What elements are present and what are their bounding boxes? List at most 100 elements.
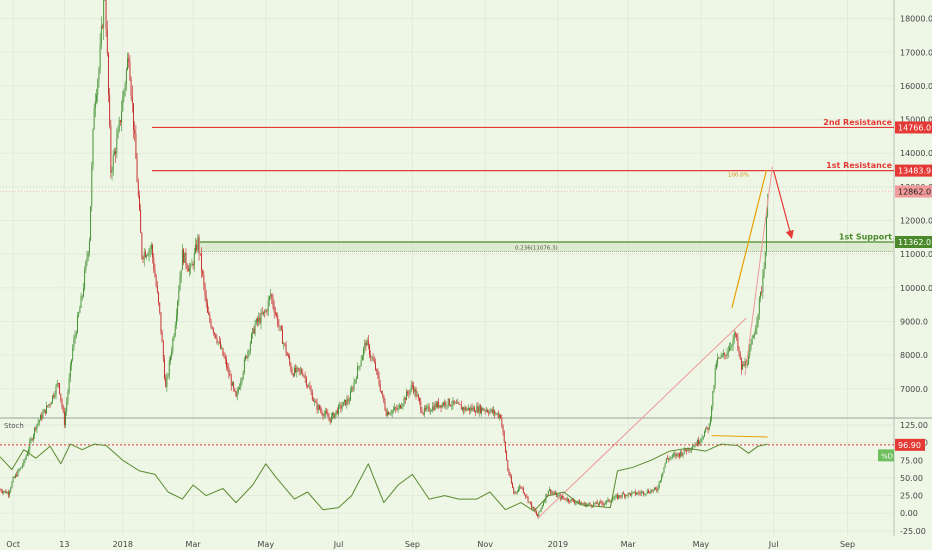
stoch-tick-label: 50.00 xyxy=(900,474,923,483)
candle-body xyxy=(667,458,668,460)
candle-body xyxy=(185,252,187,265)
candle-body xyxy=(345,399,347,406)
candle-body xyxy=(72,347,74,360)
candle-body xyxy=(704,431,705,437)
candle-body xyxy=(278,324,280,327)
stoch-indicator-label[interactable]: Stoch xyxy=(4,422,24,430)
candle-body xyxy=(743,364,745,366)
trend-up-arrow-short[interactable] xyxy=(744,166,773,376)
candle-body xyxy=(183,249,185,263)
candle-body xyxy=(597,504,599,505)
candle-body xyxy=(526,496,528,498)
candle-body xyxy=(423,408,425,415)
candle-body xyxy=(622,493,624,495)
candle-body xyxy=(476,406,478,413)
stoch-divergence-line[interactable] xyxy=(711,435,768,438)
candle-body xyxy=(702,436,704,439)
candle-body xyxy=(53,395,55,397)
candle-body xyxy=(560,495,562,499)
candle-body xyxy=(38,420,40,423)
candle-body xyxy=(252,328,254,334)
level-price-tag xyxy=(895,121,932,134)
stoch-tick-label: 75.00 xyxy=(900,456,923,465)
fib-trend-line[interactable] xyxy=(731,169,768,309)
candle-body xyxy=(340,404,342,409)
candle-body xyxy=(80,296,82,308)
candle-body xyxy=(317,405,319,410)
candle-body xyxy=(363,348,365,356)
candle-body xyxy=(97,80,99,95)
candle-body xyxy=(502,425,504,432)
candle-body xyxy=(339,404,341,406)
candle-body xyxy=(302,373,304,376)
candle-body xyxy=(92,129,94,167)
stoch-tick-label: 125.00 xyxy=(900,421,928,430)
candle-body xyxy=(186,264,188,269)
candle-body xyxy=(658,481,660,488)
candle-body xyxy=(119,120,121,123)
price-tick-label: 15000.0 xyxy=(900,116,932,125)
candle-body xyxy=(352,388,354,390)
candle-body xyxy=(389,413,391,415)
candle-body xyxy=(190,265,192,268)
candle-body xyxy=(354,379,356,383)
candle-body xyxy=(112,154,114,171)
candle-body xyxy=(328,416,330,419)
candle-body xyxy=(634,491,636,495)
candle-body xyxy=(566,498,568,501)
candle-body xyxy=(242,371,244,378)
candle-body xyxy=(520,486,522,488)
trend-up-arrow-long[interactable] xyxy=(537,317,747,519)
candle-body xyxy=(75,332,77,336)
candle-body xyxy=(258,317,260,322)
candle-body xyxy=(314,400,316,402)
candle-body xyxy=(694,444,696,447)
candle-body xyxy=(49,404,51,406)
candle-body xyxy=(673,454,674,456)
candle-body xyxy=(576,502,578,504)
candle-body xyxy=(452,400,454,406)
candle-body xyxy=(359,365,361,367)
level-price-tag xyxy=(895,235,932,248)
candle-body xyxy=(191,263,193,266)
candle-body xyxy=(59,383,61,394)
candle-body xyxy=(494,410,496,415)
candle-body xyxy=(7,492,9,496)
candle-body xyxy=(591,506,593,507)
candle-body xyxy=(766,216,767,253)
candle-body xyxy=(663,467,665,473)
candle-body xyxy=(0,489,2,492)
candle-body xyxy=(9,491,10,496)
candle-body xyxy=(133,103,134,130)
candle-body xyxy=(125,69,127,84)
candle-body xyxy=(551,492,553,494)
candle-body xyxy=(601,501,603,504)
candle-body xyxy=(537,514,539,517)
candle-body xyxy=(748,355,750,365)
candle-body xyxy=(78,312,80,317)
candle-body xyxy=(286,353,288,356)
time-tick-label: May xyxy=(693,540,710,549)
candle-body xyxy=(273,305,275,313)
candle-body xyxy=(552,492,554,494)
candle-body xyxy=(565,499,567,501)
candle-body xyxy=(763,268,765,277)
candle-body xyxy=(383,395,385,402)
stoch-tick-label: 0.00 xyxy=(900,509,918,518)
price-tick-label: 16000.0 xyxy=(900,82,932,91)
candle-body xyxy=(228,367,230,376)
candle-body xyxy=(303,375,305,377)
candle-body xyxy=(237,389,239,392)
candle-body xyxy=(737,337,739,349)
candle-body xyxy=(707,427,709,430)
projection-down-arrow[interactable] xyxy=(773,170,794,239)
candle-body xyxy=(402,404,404,407)
candle-body xyxy=(304,376,306,378)
candle-body xyxy=(81,295,83,297)
candle-body xyxy=(86,257,88,262)
candle-body xyxy=(254,324,256,334)
candle-body xyxy=(243,359,245,372)
stoch-d-line xyxy=(0,443,768,512)
stoch-level-label: 96.90 xyxy=(898,441,921,450)
candle-body xyxy=(247,351,249,358)
